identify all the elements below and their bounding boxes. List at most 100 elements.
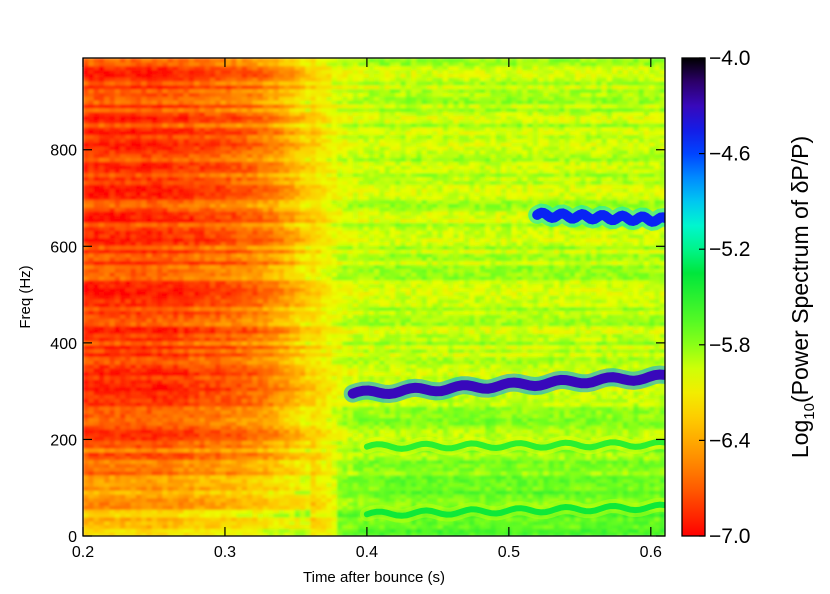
heatmap-cell <box>109 467 116 472</box>
heatmap-cell <box>405 490 412 495</box>
heatmap-cell <box>400 398 407 403</box>
heatmap-cell <box>236 505 243 510</box>
heatmap-cell <box>114 490 121 495</box>
heatmap-cell <box>278 363 285 369</box>
heatmap-cell <box>474 409 481 415</box>
heatmap-cell <box>575 421 581 426</box>
heatmap-cell <box>389 459 396 464</box>
heatmap-cell <box>257 467 264 472</box>
heatmap-cell <box>654 490 661 495</box>
heatmap-cell <box>284 524 290 529</box>
heatmap-cell <box>548 405 555 411</box>
heatmap-cell <box>363 371 370 376</box>
heatmap-cell <box>83 463 89 468</box>
heatmap-cell <box>241 486 248 491</box>
heatmap-cell <box>395 474 402 480</box>
heatmap-cell <box>538 409 544 415</box>
heatmap-cell <box>262 425 269 430</box>
heatmap-cell <box>336 367 343 373</box>
heatmap-cell <box>358 516 365 522</box>
heatmap-cell <box>109 398 116 403</box>
heatmap-cell <box>141 363 148 369</box>
heatmap-cell <box>532 394 539 399</box>
heatmap-cell <box>305 428 312 434</box>
heatmap-cell <box>384 490 391 495</box>
heatmap-cell <box>141 417 148 422</box>
heatmap-cell <box>135 490 142 495</box>
heatmap-cell <box>442 474 449 480</box>
heatmap-cell <box>654 520 661 526</box>
heatmap-cell <box>331 402 338 407</box>
heatmap-cell <box>538 402 544 407</box>
heatmap-cell <box>532 413 539 419</box>
heatmap-cell <box>225 436 232 441</box>
heatmap-cell <box>204 375 211 380</box>
heatmap-cell <box>374 421 380 426</box>
heatmap-cell <box>162 367 169 373</box>
heatmap-cell <box>98 417 105 422</box>
heatmap-cell <box>453 436 460 441</box>
heatmap-cell <box>188 520 195 526</box>
heatmap-cell <box>215 490 222 495</box>
heatmap-cell <box>321 394 327 399</box>
heatmap-cell <box>257 486 264 491</box>
heatmap-cell <box>411 474 417 480</box>
heatmap-cell <box>114 501 121 506</box>
heatmap-cell <box>559 425 566 430</box>
heatmap-cell <box>532 474 539 480</box>
heatmap-cell <box>204 474 211 480</box>
heatmap-cell <box>289 467 296 472</box>
heatmap-cell <box>553 428 560 434</box>
heatmap-cell <box>109 440 116 445</box>
heatmap-cell <box>416 402 423 407</box>
heatmap-cell <box>426 490 433 495</box>
heatmap-cell <box>358 440 365 445</box>
heatmap-cell <box>299 386 306 392</box>
heatmap-cell <box>162 516 169 522</box>
heatmap-cell <box>389 436 396 441</box>
heatmap-cell <box>167 383 174 388</box>
heatmap-cell <box>342 432 349 438</box>
heatmap-cell <box>146 363 153 369</box>
heatmap-cell <box>104 428 111 434</box>
heatmap-cell <box>617 467 624 472</box>
heatmap-cell <box>352 405 359 411</box>
heatmap-cell <box>241 360 248 365</box>
heatmap-cell <box>395 486 402 491</box>
heatmap-cell <box>432 405 439 411</box>
heatmap-cell <box>236 440 243 445</box>
heatmap-cell <box>231 425 238 430</box>
heatmap-cell <box>273 474 280 480</box>
heatmap-cell <box>474 425 481 430</box>
heatmap-cell <box>268 440 275 445</box>
heatmap-cell <box>231 497 238 503</box>
heatmap-cell <box>241 470 248 476</box>
heatmap-cell <box>98 409 105 415</box>
heatmap-cell <box>522 524 529 529</box>
heatmap-cell <box>225 459 232 464</box>
heatmap-cell <box>252 493 259 499</box>
heatmap-cell <box>358 528 365 533</box>
heatmap-cell <box>305 432 312 438</box>
heatmap-cell <box>485 528 491 533</box>
heatmap-cell <box>262 455 269 461</box>
heatmap-cell <box>627 394 634 399</box>
heatmap-cell <box>469 417 476 422</box>
heatmap-cell <box>125 463 132 468</box>
heatmap-cell <box>564 513 571 518</box>
heatmap-cell <box>289 371 296 376</box>
heatmap-cell <box>252 497 259 503</box>
heatmap-cell <box>167 493 174 499</box>
heatmap-cell <box>627 459 634 464</box>
heatmap-cell <box>638 390 645 396</box>
heatmap-cell <box>178 467 185 472</box>
heatmap-cell <box>310 383 317 388</box>
heatmap-cell <box>220 386 227 392</box>
heatmap-cell <box>532 436 539 441</box>
heatmap-cell <box>649 409 656 415</box>
heatmap-cell <box>479 402 486 407</box>
heatmap-cell <box>326 501 333 506</box>
heatmap-cell <box>157 360 163 365</box>
heatmap-cell <box>426 520 433 526</box>
heatmap-cell <box>384 375 391 380</box>
